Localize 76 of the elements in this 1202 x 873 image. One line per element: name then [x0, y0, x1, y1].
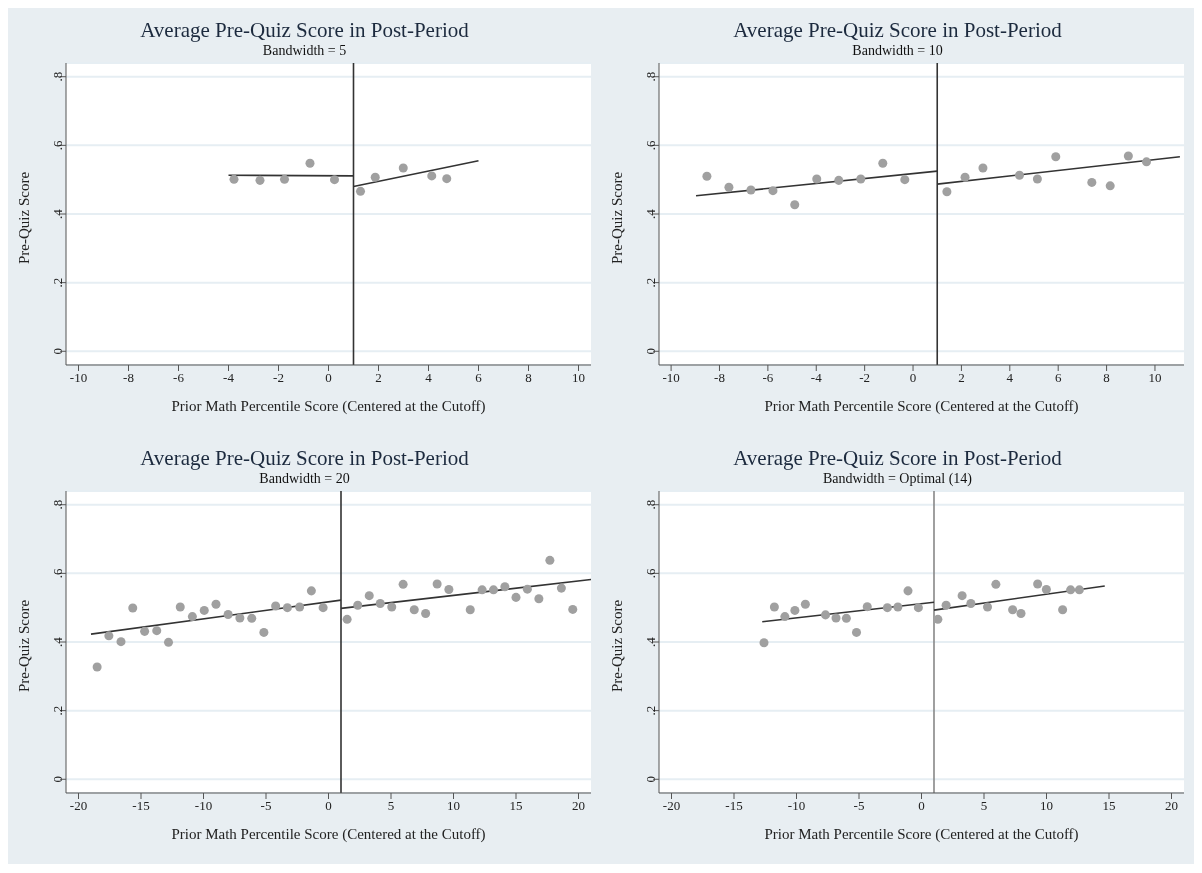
x-tick-label: -10 [787, 798, 806, 814]
y-tick-label: .2 [643, 277, 658, 288]
chart-subtitle: Bandwidth = 10 [851, 43, 944, 59]
x-tick-label: 0 [325, 798, 332, 814]
x-tick-label: -5 [260, 798, 272, 814]
x-tick-label: 15 [1102, 798, 1116, 814]
chart-subtitle: Bandwidth = Optimal (14) [821, 471, 973, 487]
chart-subtitle: Bandwidth = 20 [258, 471, 351, 487]
y-tick-label: .6 [50, 139, 65, 151]
x-tick-label: -20 [69, 798, 88, 814]
y-tick-label: .8 [50, 499, 65, 510]
y-tick-label: .8 [50, 71, 65, 82]
x-axis-title: Prior Math Percentile Score (Centered at the Cutoff) [764, 826, 1079, 843]
x-tick-label: -10 [69, 370, 88, 386]
x-tick-label: -2 [273, 370, 284, 386]
x-tick-label: -8 [714, 370, 725, 386]
x-axis-title: Prior Math Percentile Score (Centered at the Cutoff) [764, 398, 1079, 415]
y-tick-label: 0 [643, 348, 658, 355]
y-tick-label: 0 [50, 348, 65, 355]
chart-title: Average Pre-Quiz Score in Post-Period [139, 17, 470, 43]
x-tick-label: -4 [810, 370, 823, 386]
x-tick-label: 20 [572, 798, 585, 814]
x-tick-label: 8 [525, 370, 532, 386]
y-axis-title: Pre-Quiz Score [16, 171, 33, 264]
x-tick-label: 0 [325, 370, 332, 386]
y-tick-label: .4 [50, 636, 65, 647]
x-tick-label: 0 [918, 798, 925, 814]
x-axis-title: Prior Math Percentile Score (Centered at the Cutoff) [171, 826, 486, 843]
chart-title: Average Pre-Quiz Score in Post-Period [732, 17, 1063, 43]
chart-title: Average Pre-Quiz Score in Post-Period [139, 445, 470, 471]
y-tick-label: .4 [643, 636, 658, 647]
x-tick-label: 15 [509, 798, 523, 814]
y-tick-label: .6 [643, 139, 658, 151]
x-tick-label: 2 [958, 370, 965, 386]
x-tick-label: 6 [1054, 370, 1062, 386]
y-tick-label: .6 [643, 567, 658, 579]
y-tick-label: 0 [50, 776, 65, 783]
y-tick-label: .4 [643, 208, 658, 219]
x-tick-label: -20 [662, 798, 681, 814]
x-tick-label: -2 [859, 370, 871, 386]
x-tick-label: 5 [387, 798, 395, 814]
x-tick-label: 0 [909, 370, 917, 386]
x-tick-label: -10 [662, 370, 680, 386]
x-tick-label: 4 [1006, 370, 1014, 386]
y-axis-title: Pre-Quiz Score [16, 599, 33, 692]
x-axis-title: Prior Math Percentile Score (Centered at the Cutoff) [171, 398, 486, 415]
y-tick-label: .2 [50, 705, 65, 716]
x-tick-label: 10 [572, 370, 585, 386]
x-tick-label: -6 [762, 370, 774, 386]
x-tick-label: 10 [1148, 370, 1162, 386]
x-tick-label: 10 [1040, 798, 1053, 814]
x-tick-label: -6 [173, 370, 185, 386]
chart-title: Average Pre-Quiz Score in Post-Period [732, 445, 1063, 471]
y-tick-label: .8 [643, 499, 658, 510]
chart-subtitle: Bandwidth = 5 [261, 43, 348, 59]
x-tick-label: 4 [425, 370, 433, 386]
y-tick-label: .2 [50, 277, 65, 288]
y-tick-label: .8 [643, 71, 658, 82]
y-axis-title: Pre-Quiz Score [609, 171, 626, 264]
x-tick-label: 2 [375, 370, 382, 386]
x-tick-label: 8 [1103, 370, 1110, 386]
x-tick-label: -8 [123, 370, 134, 386]
y-axis-title: Pre-Quiz Score [609, 599, 626, 692]
x-tick-label: 20 [1165, 798, 1178, 814]
x-tick-label: 10 [447, 798, 460, 814]
y-tick-label: .4 [50, 208, 65, 219]
x-tick-label: 5 [980, 798, 988, 814]
x-tick-label: -5 [853, 798, 865, 814]
x-tick-label: -10 [194, 798, 213, 814]
y-tick-label: .2 [643, 705, 658, 716]
x-tick-label: -15 [725, 798, 743, 814]
x-tick-label: -4 [223, 370, 235, 386]
x-tick-label: -15 [132, 798, 150, 814]
y-tick-label: 0 [643, 776, 658, 783]
y-tick-label: .6 [50, 567, 65, 579]
x-tick-label: 6 [475, 370, 483, 386]
